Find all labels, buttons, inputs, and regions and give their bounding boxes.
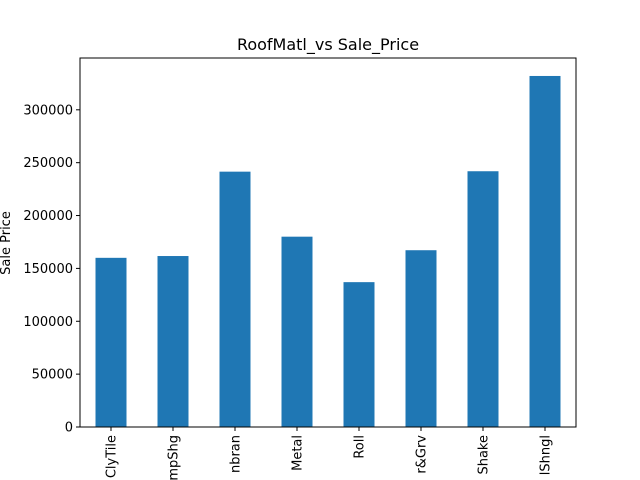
bar-clytile — [95, 257, 127, 427]
bar-compshg — [157, 256, 189, 427]
x-tick-label: lShngl — [539, 435, 554, 475]
y-tick-label: 250000 — [23, 156, 73, 171]
x-tick-label: mpShg — [167, 435, 182, 480]
bar-membran — [219, 171, 251, 427]
y-tick-label: 150000 — [23, 262, 73, 277]
plot-frame — [79, 57, 577, 428]
bar-metal — [281, 236, 313, 427]
bar-roll — [343, 282, 375, 427]
bar-tar-grv — [405, 250, 437, 427]
x-tick-label: Roll — [353, 435, 368, 459]
y-tick-label: 300000 — [23, 103, 73, 118]
y-axis: 0 50000 100000 150000 200000 250000 300000 — [23, 103, 80, 436]
y-tick-label: 0 — [65, 421, 73, 436]
bars-group — [95, 75, 561, 427]
x-axis: ClyTile mpShg nbran Metal Roll r&Grv Shake lShn… — [105, 427, 554, 480]
bar-wdshngl — [529, 75, 561, 427]
chart-title: RoofMatl_vs Sale_Price — [237, 35, 419, 55]
bar-wdshake — [467, 171, 499, 427]
x-tick-label: Shake — [477, 435, 492, 475]
y-tick-label: 100000 — [23, 315, 73, 330]
x-tick-label: nbran — [229, 435, 244, 473]
x-tick-label: ClyTile — [105, 435, 120, 478]
y-tick-label: 200000 — [23, 209, 73, 224]
x-tick-label: r&Grv — [415, 435, 430, 474]
y-tick-label: 50000 — [32, 368, 73, 383]
x-tick-label: Metal — [291, 435, 306, 471]
y-axis-label: Sale Price — [0, 211, 14, 275]
